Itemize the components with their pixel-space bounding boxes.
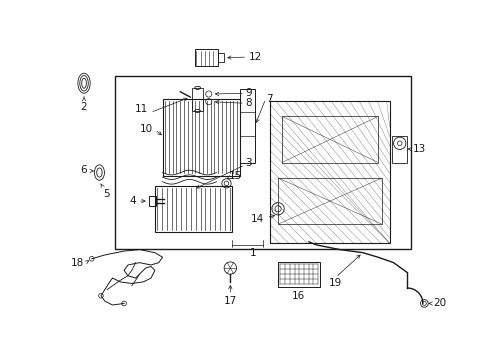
Text: 12: 12 <box>249 52 262 62</box>
Text: 19: 19 <box>329 278 343 288</box>
Bar <box>240 89 255 163</box>
Bar <box>270 101 390 243</box>
Text: 16: 16 <box>292 291 305 301</box>
Text: 9: 9 <box>245 88 252 98</box>
Bar <box>278 262 320 287</box>
Text: 7: 7 <box>267 94 273 104</box>
Text: 10: 10 <box>140 125 153 134</box>
Text: 11: 11 <box>134 104 147 114</box>
Bar <box>163 99 240 176</box>
Text: 17: 17 <box>224 296 237 306</box>
Text: 15: 15 <box>229 171 242 181</box>
Text: 20: 20 <box>434 298 447 309</box>
Bar <box>149 195 156 206</box>
Text: 1: 1 <box>250 248 257 258</box>
Text: 6: 6 <box>81 165 87 175</box>
Bar <box>195 49 218 66</box>
Text: 14: 14 <box>251 214 264 224</box>
Text: 2: 2 <box>81 97 87 112</box>
Bar <box>218 53 224 62</box>
Text: 13: 13 <box>413 144 426 154</box>
Bar <box>115 76 411 249</box>
Text: 3: 3 <box>245 158 251 167</box>
Bar <box>155 186 232 232</box>
Bar <box>392 136 408 163</box>
Text: 5: 5 <box>101 184 110 199</box>
Text: 8: 8 <box>245 98 252 108</box>
Bar <box>278 178 382 224</box>
Text: 18: 18 <box>71 258 84 267</box>
Bar <box>192 88 203 111</box>
Bar <box>282 116 378 163</box>
Text: 4: 4 <box>130 196 136 206</box>
